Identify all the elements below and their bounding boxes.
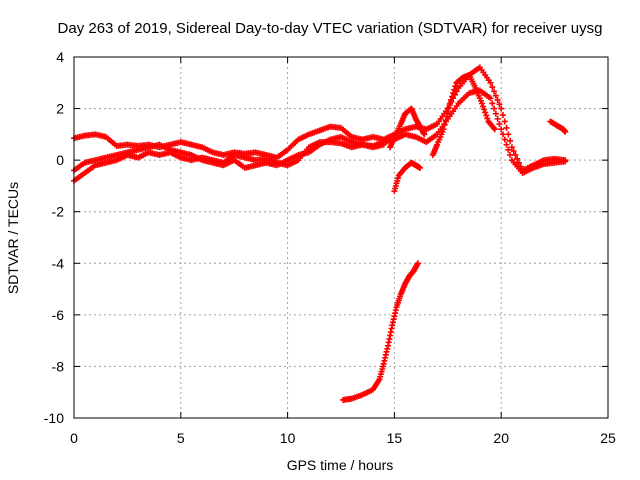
data-point (448, 96, 455, 103)
data-point (444, 109, 451, 116)
data-point (489, 84, 496, 91)
data-point (498, 126, 505, 133)
data-point (516, 159, 522, 166)
y-axis-ticks: -10 -8 -6 -4 -2 0 2 4 (44, 49, 608, 426)
data-point (498, 105, 505, 112)
y-tick-label: -10 (44, 410, 64, 426)
data-point (449, 93, 456, 100)
data-point (505, 131, 512, 138)
chart-title: Day 263 of 2019, Sidereal Day-to-day VTE… (58, 20, 603, 37)
data-point (494, 96, 501, 103)
data-point (494, 115, 501, 122)
data-point (487, 95, 494, 102)
data-point (507, 151, 514, 158)
x-axis-ticks: 0 5 10 15 20 25 (70, 57, 616, 446)
data-point (451, 86, 458, 93)
data-point (508, 144, 515, 151)
y-tick-label: -6 (52, 307, 65, 323)
data-point (478, 100, 485, 107)
data-point (487, 79, 494, 86)
data-point (482, 109, 489, 116)
series-sdtvar-third (71, 139, 387, 184)
data-point (446, 100, 453, 107)
data-point (503, 124, 510, 131)
x-tick-label: 10 (280, 430, 296, 446)
data-point (510, 148, 517, 155)
data-point (442, 117, 449, 124)
y-tick-label: -8 (52, 358, 65, 374)
y-tick-label: 4 (56, 49, 64, 65)
data-points (71, 64, 569, 403)
data-point (441, 121, 448, 128)
data-point (514, 155, 521, 162)
y-tick-label: -4 (52, 255, 65, 271)
y-tick-label: -2 (52, 204, 65, 220)
series-sdtvar-isolated (547, 118, 569, 135)
data-point (417, 164, 424, 171)
data-point (501, 118, 508, 125)
data-point (480, 103, 487, 110)
data-point (512, 151, 519, 158)
data-point (505, 146, 512, 153)
data-point (499, 112, 506, 119)
series-sdtvar-rise-c (429, 72, 498, 158)
y-axis-label: SDTVAR / TECUs (5, 182, 21, 294)
data-point (491, 105, 498, 112)
data-point (445, 104, 452, 111)
data-point (562, 128, 569, 135)
data-point (492, 110, 499, 117)
data-point (501, 136, 508, 143)
x-tick-label: 5 (177, 430, 185, 446)
data-point (562, 158, 569, 165)
data-point (491, 88, 498, 95)
series-sdtvar-dip (340, 260, 421, 403)
y-tick-label: 2 (56, 101, 64, 117)
x-tick-label: 0 (70, 430, 78, 446)
data-point (380, 141, 387, 148)
series-sdtvar-rise-b (391, 159, 424, 195)
x-tick-label: 20 (493, 430, 509, 446)
data-point (489, 100, 496, 107)
data-point (496, 121, 503, 128)
data-point (503, 141, 510, 148)
x-tick-label: 15 (387, 430, 403, 446)
y-tick-label: 0 (56, 152, 64, 168)
data-point (491, 126, 498, 133)
data-point (443, 113, 450, 120)
data-point (481, 106, 488, 113)
data-point (496, 101, 503, 108)
data-point (484, 115, 491, 122)
data-point (452, 83, 459, 90)
grid-lines (74, 57, 608, 418)
series-sdtvar-rise-a (387, 105, 428, 151)
data-point (499, 131, 506, 138)
data-point (414, 260, 421, 267)
data-point (492, 92, 499, 99)
data-point (507, 137, 514, 144)
data-point (440, 126, 447, 133)
x-axis-label: GPS time / hours (287, 457, 394, 473)
data-point (421, 131, 428, 138)
data-point (483, 112, 490, 119)
x-tick-label: 25 (600, 430, 616, 446)
data-point (450, 90, 457, 97)
plot-frame (73, 56, 609, 419)
